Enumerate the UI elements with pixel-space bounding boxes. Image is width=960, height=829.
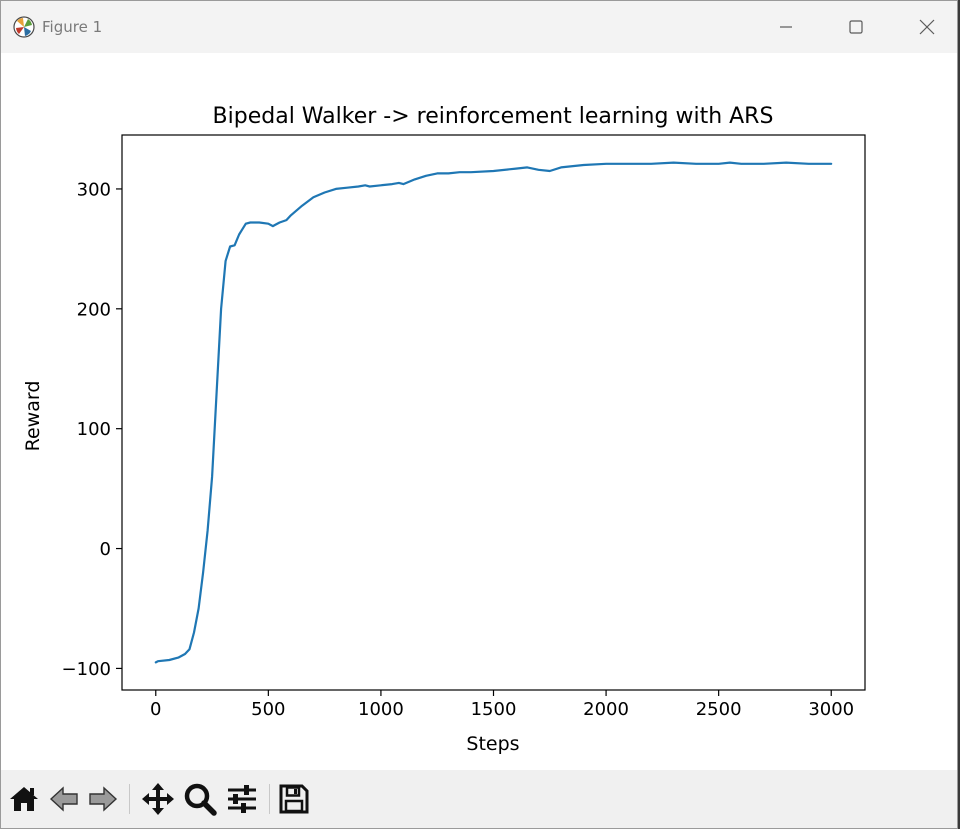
minimize-button[interactable]	[763, 11, 809, 43]
chart-title: Bipedal Walker -> reinforcement learning…	[213, 104, 774, 129]
matplotlib-logo-icon	[13, 16, 35, 38]
y-tick-label: 300	[77, 179, 111, 200]
y-axis-ticks: −100 0 100 200 300	[62, 179, 122, 680]
minimize-icon	[780, 26, 792, 28]
zoom-icon	[184, 783, 217, 816]
save-icon	[279, 784, 309, 814]
x-tick-label: 1500	[471, 699, 517, 720]
figure-canvas[interactable]: Bipedal Walker -> reinforcement learning…	[1, 53, 957, 770]
back-arrow-icon	[49, 786, 78, 812]
window-title: Figure 1	[42, 18, 103, 36]
toolbar-separator	[269, 784, 270, 814]
y-tick-label: −100	[62, 659, 111, 680]
y-tick-label: 100	[77, 419, 111, 440]
x-tick-label: 2000	[583, 699, 629, 720]
configure-subplots-button[interactable]	[223, 780, 261, 818]
x-tick-label: 3000	[808, 699, 854, 720]
forward-arrow-icon	[89, 786, 118, 812]
home-button[interactable]	[6, 780, 42, 818]
pan-button[interactable]	[139, 780, 177, 818]
configure-subplots-icon	[228, 785, 256, 813]
home-icon	[10, 787, 38, 811]
series-line-reward	[154, 161, 833, 664]
y-tick-label: 0	[100, 539, 111, 560]
x-axis-label: Steps	[466, 733, 519, 755]
navigation-toolbar	[1, 770, 957, 828]
pan-icon	[142, 783, 174, 815]
maximize-icon	[849, 20, 863, 34]
close-icon	[919, 19, 935, 35]
title-bar[interactable]: Figure 1	[1, 1, 957, 53]
maximize-button[interactable]	[833, 11, 879, 43]
zoom-button[interactable]	[181, 780, 219, 818]
close-button[interactable]	[904, 11, 950, 43]
back-button[interactable]	[46, 780, 82, 818]
y-axis-label: Reward	[22, 381, 44, 452]
forward-button[interactable]	[85, 780, 121, 818]
x-axis-ticks: 0 500 1000 1500 2000 2500 3000	[150, 690, 854, 720]
x-tick-label: 500	[251, 699, 285, 720]
line-chart: Bipedal Walker -> reinforcement learning…	[22, 104, 866, 755]
y-tick-label: 200	[77, 299, 111, 320]
plot-area	[121, 134, 866, 691]
x-tick-label: 0	[150, 699, 161, 720]
x-tick-label: 1000	[358, 699, 404, 720]
save-button[interactable]	[276, 780, 312, 818]
x-tick-label: 2500	[696, 699, 742, 720]
toolbar-separator	[129, 784, 130, 814]
